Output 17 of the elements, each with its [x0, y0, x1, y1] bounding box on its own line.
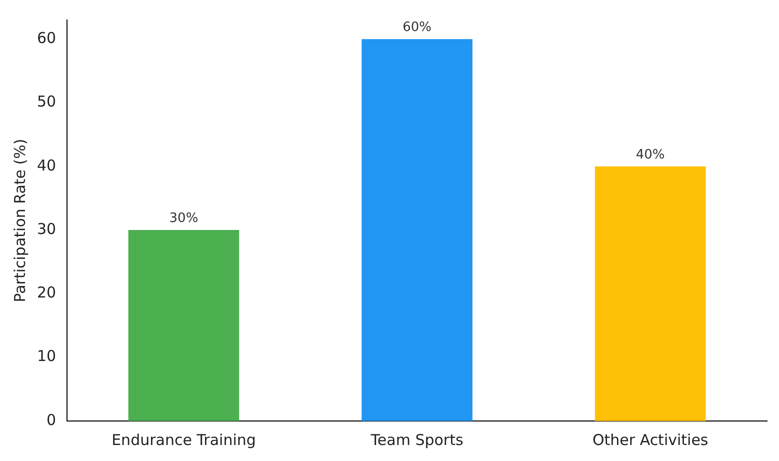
x-tick-label: Endurance Training	[112, 430, 256, 449]
bar	[128, 230, 240, 421]
y-tick-label: 30	[36, 220, 56, 238]
y-tick-label: 40	[36, 156, 56, 174]
y-axis-title: Participation Rate (%)	[10, 138, 29, 302]
data-label: 40%	[636, 147, 665, 162]
bar	[362, 39, 472, 421]
data-label: 30%	[169, 210, 198, 226]
x-tick-label: Other Activities	[592, 430, 708, 449]
y-tick-label: 0	[46, 410, 56, 429]
y-tick-label: 10	[36, 347, 56, 366]
data-label: 60%	[402, 20, 432, 35]
y-tick-label: 50	[36, 92, 56, 111]
y-tick-label: 20	[36, 284, 56, 302]
x-tick-label: Team Sports	[370, 430, 464, 449]
bar	[594, 166, 706, 421]
y-tick-label: 60	[36, 28, 56, 47]
